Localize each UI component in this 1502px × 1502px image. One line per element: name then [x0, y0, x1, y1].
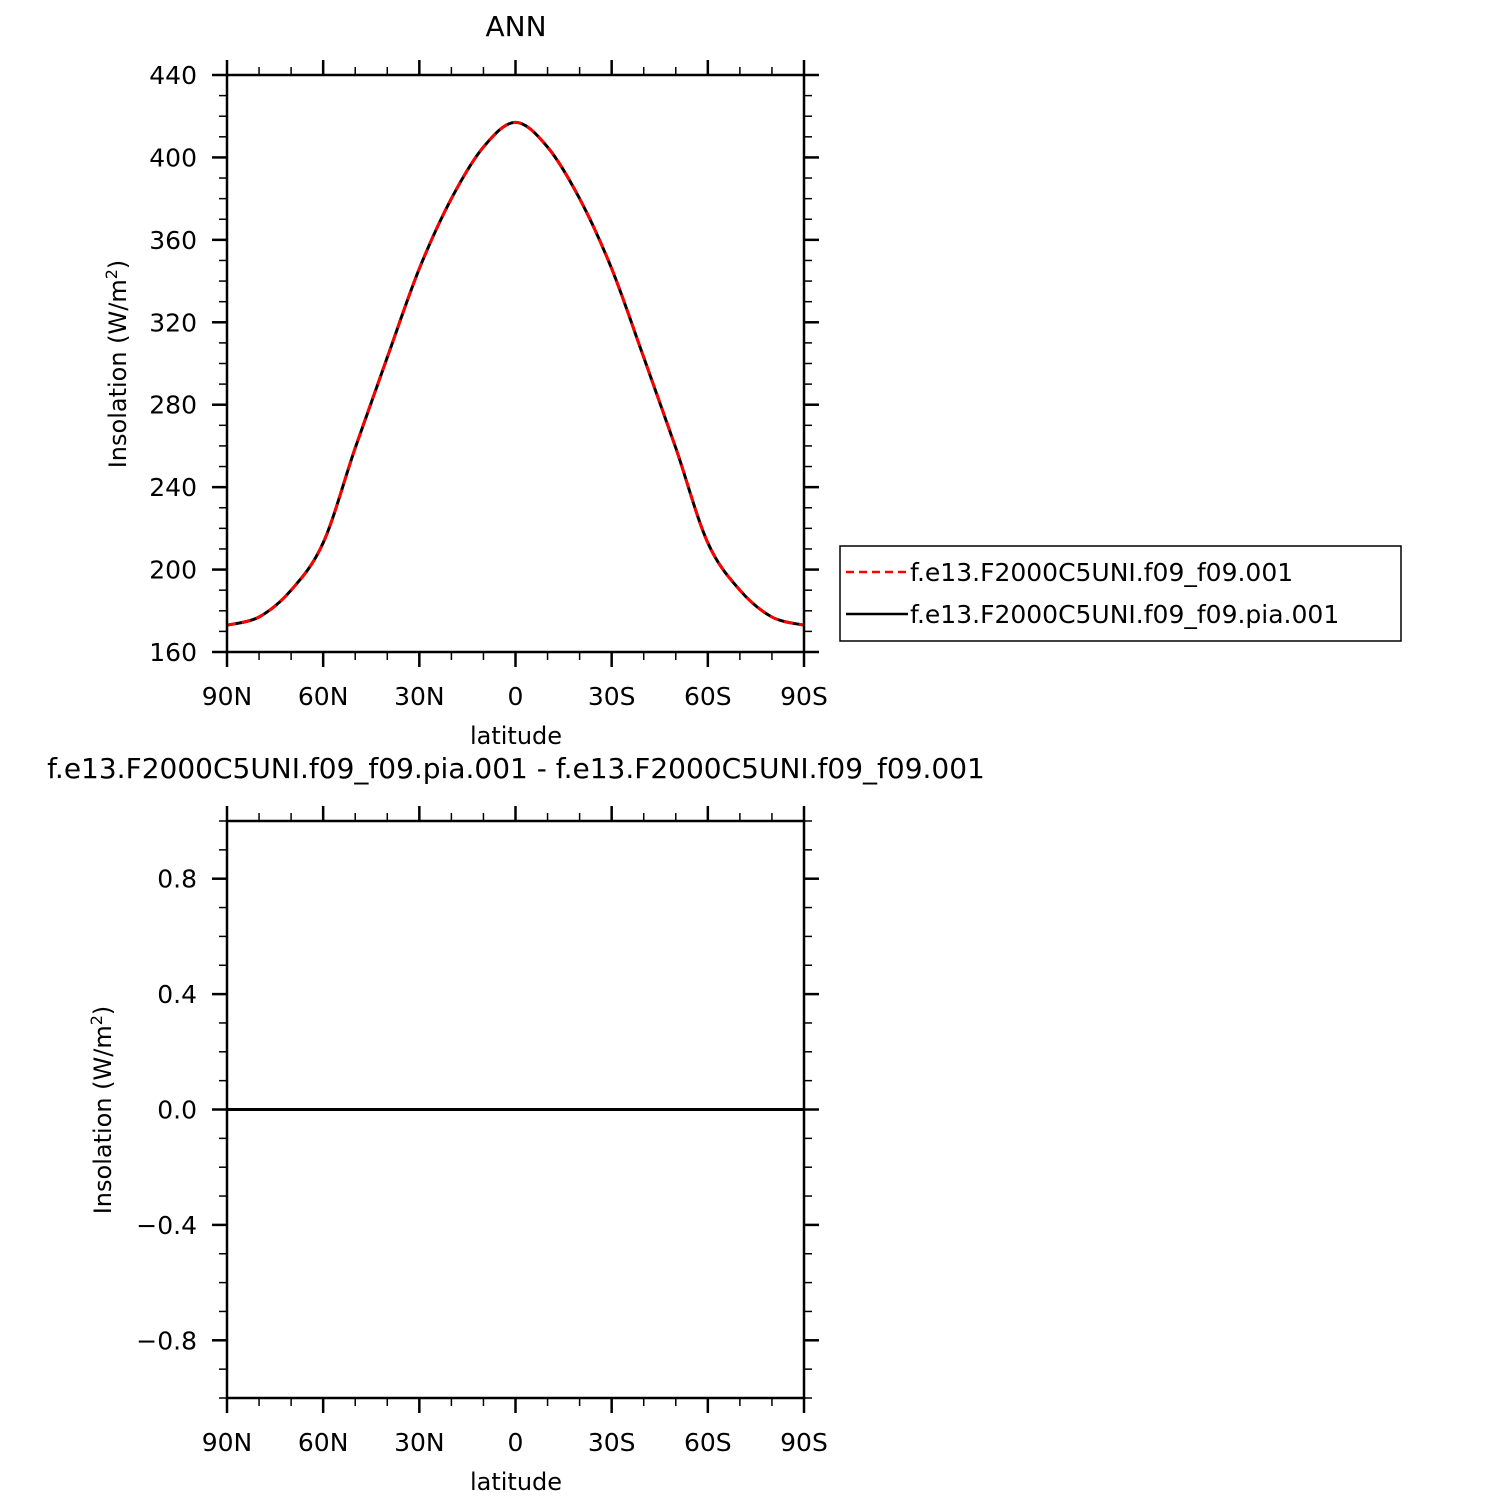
y-axis-title: Insolation (W/m2)	[102, 260, 132, 469]
y-tick-label: 240	[149, 473, 197, 502]
y-tick-label: 360	[149, 226, 197, 255]
y-tick-label: −0.4	[136, 1211, 197, 1240]
legend: f.e13.F2000C5UNI.f09_f09.001 f.e13.F2000…	[839, 545, 1402, 642]
y-tick-labels: −0.8 −0.4 0.0 0.4 0.8	[136, 865, 197, 1356]
x-tick-label: 30N	[394, 682, 445, 711]
x-tick-label: 60N	[298, 1428, 349, 1457]
difference-panel: f.e13.F2000C5UNI.f09_f09.pia.001 - f.e13…	[47, 752, 985, 1496]
plot-frame	[225, 73, 806, 654]
x-axis-title: latitude	[470, 722, 562, 750]
tick-marks	[212, 60, 819, 667]
x-tick-label: 60S	[684, 1428, 732, 1457]
x-tick-label: 90S	[780, 682, 828, 711]
x-axis-title: latitude	[470, 1468, 562, 1496]
y-tick-label: 0.8	[157, 865, 197, 894]
y-tick-labels: 160 200 240 280 320 360 400 440	[149, 61, 197, 667]
x-tick-label: 30S	[588, 682, 636, 711]
y-tick-label: 200	[149, 556, 197, 585]
series-lines	[226, 120, 805, 627]
x-tick-label: 90S	[780, 1428, 828, 1457]
x-tick-label: 90N	[202, 682, 253, 711]
y-tick-label: 0.0	[157, 1096, 197, 1125]
series-line-model1	[226, 120, 805, 627]
series-line-model2	[226, 120, 805, 627]
insolation-panel: ANN 90N 60N 30N 0 30S 60S 90S 160 200 240 280 320 3…	[102, 10, 828, 750]
y-tick-label: −0.8	[136, 1326, 197, 1355]
y-tick-label: 280	[149, 391, 197, 420]
legend-label-model2: f.e13.F2000C5UNI.f09_f09.pia.001	[910, 600, 1339, 629]
x-tick-label: 30N	[394, 1428, 445, 1457]
y-tick-label: 400	[149, 143, 197, 172]
plot-frame	[225, 819, 806, 1400]
y-tick-label: 160	[149, 638, 197, 667]
y-axis-title: Insolation (W/m2)	[87, 1006, 117, 1215]
x-tick-label: 30S	[588, 1428, 636, 1457]
x-tick-labels: 90N 60N 30N 0 30S 60S 90S	[202, 1428, 828, 1457]
tick-marks	[212, 806, 819, 1413]
x-tick-label: 60N	[298, 682, 349, 711]
x-tick-label: 60S	[684, 682, 732, 711]
y-tick-label: 440	[149, 61, 197, 90]
y-tick-label: 320	[149, 308, 197, 337]
x-tick-labels: 90N 60N 30N 0 30S 60S 90S	[202, 682, 828, 711]
panel-title: ANN	[485, 10, 546, 43]
x-tick-label: 0	[508, 682, 524, 711]
y-tick-label: 0.4	[157, 980, 197, 1009]
x-tick-label: 90N	[202, 1428, 253, 1457]
panel-title: f.e13.F2000C5UNI.f09_f09.pia.001 - f.e13…	[47, 752, 985, 785]
x-tick-label: 0	[508, 1428, 524, 1457]
legend-box	[839, 545, 1402, 642]
legend-label-model1: f.e13.F2000C5UNI.f09_f09.001	[910, 558, 1293, 587]
